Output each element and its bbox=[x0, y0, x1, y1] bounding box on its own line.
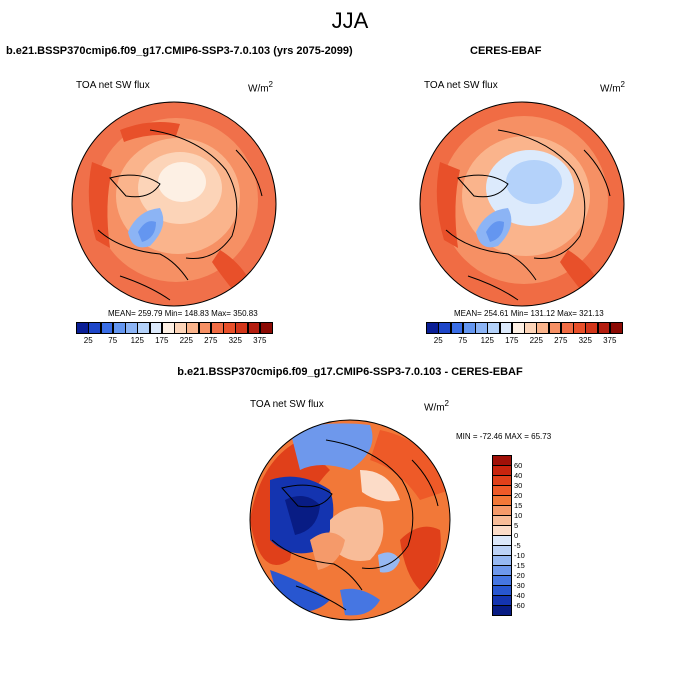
colorbar-tick-label: 60 bbox=[514, 460, 523, 470]
model-units-exp: 2 bbox=[268, 80, 273, 89]
colorbar-swatch bbox=[492, 505, 512, 516]
colorbar-swatch bbox=[492, 545, 512, 556]
figure-title: JJA bbox=[331, 8, 369, 33]
obs-colorbar bbox=[426, 322, 623, 334]
colorbar-swatch bbox=[609, 322, 623, 334]
colorbar-swatch bbox=[492, 515, 512, 526]
colorbar-tick-label: 375 bbox=[253, 336, 267, 345]
obs-units-base: W/m bbox=[600, 83, 621, 95]
model-colorbar bbox=[76, 322, 273, 334]
colorbar-swatch bbox=[492, 595, 512, 606]
colorbar-tick-label: 15 bbox=[514, 500, 523, 510]
colorbar-tick-label: 325 bbox=[578, 336, 592, 345]
colorbar-swatch bbox=[492, 565, 512, 576]
diff-units-base: W/m bbox=[424, 402, 445, 414]
colorbar-tick-label: -60 bbox=[514, 600, 525, 610]
colorbar-tick-label: 25 bbox=[83, 336, 93, 345]
colorbar-tick-label: -20 bbox=[514, 570, 525, 580]
colorbar-tick-label: 0 bbox=[514, 530, 519, 540]
diff-units-label: W/m2 bbox=[424, 399, 449, 413]
colorbar-swatch bbox=[259, 322, 273, 334]
colorbar-tick-label: 175 bbox=[505, 336, 519, 345]
model-stats: MEAN= 259.79 Min= 148.83 Max= 350.83 bbox=[108, 309, 258, 318]
model-panel-header: b.e21.BSSP370cmip6.f09_g17.CMIP6-SSP3-7.… bbox=[6, 45, 353, 57]
colorbar-tick-label: 275 bbox=[554, 336, 568, 345]
colorbar-swatch bbox=[492, 455, 512, 466]
model-units-base: W/m bbox=[248, 83, 269, 95]
diff-colorbar bbox=[492, 455, 512, 616]
diff-variable-label: TOA net SW flux bbox=[250, 399, 324, 410]
colorbar-swatch bbox=[492, 555, 512, 566]
colorbar-swatch bbox=[492, 585, 512, 596]
obs-variable-label: TOA net SW flux bbox=[424, 80, 498, 91]
colorbar-tick-label: 275 bbox=[204, 336, 218, 345]
colorbar-tick-label: -30 bbox=[514, 580, 525, 590]
obs-stats: MEAN= 254.61 Min= 131.12 Max= 321.13 bbox=[454, 309, 604, 318]
colorbar-tick-label: -10 bbox=[514, 550, 525, 560]
obs-units-exp: 2 bbox=[620, 80, 625, 89]
model-units-label: W/m2 bbox=[248, 80, 273, 94]
colorbar-swatch bbox=[492, 475, 512, 486]
diff-colorbar-labels: 60 40 30 20 15 10 5 0 -5 -10 -15 -20 -30 -40 -60 bbox=[514, 455, 554, 615]
colorbar-tick-label: 40 bbox=[514, 470, 523, 480]
colorbar-tick-label: -15 bbox=[514, 560, 525, 570]
diff-stats: MIN = -72.46 MAX = 65.73 bbox=[456, 432, 552, 441]
colorbar-tick-label: 75 bbox=[108, 336, 118, 345]
colorbar-tick-label: 75 bbox=[458, 336, 468, 345]
colorbar-tick-label: 125 bbox=[130, 336, 144, 345]
colorbar-tick-label: 325 bbox=[228, 336, 242, 345]
obs-panel-header: CERES-EBAF bbox=[470, 45, 542, 57]
colorbar-tick-label: 375 bbox=[603, 336, 617, 345]
colorbar-tick-label: 5 bbox=[514, 520, 519, 530]
model-variable-label: TOA net SW flux bbox=[76, 80, 150, 91]
obs-colorbar-labels: 25 75 125 175 225 275 325 375 bbox=[426, 336, 622, 346]
colorbar-tick-label: 20 bbox=[514, 490, 523, 500]
colorbar-swatch bbox=[492, 525, 512, 536]
colorbar-tick-label: -40 bbox=[514, 590, 525, 600]
colorbar-swatch bbox=[492, 485, 512, 496]
colorbar-tick-label: 175 bbox=[155, 336, 169, 345]
colorbar-tick-label: 25 bbox=[433, 336, 443, 345]
colorbar-tick-label: 225 bbox=[529, 336, 543, 345]
colorbar-tick-label: 30 bbox=[514, 480, 523, 490]
colorbar-swatch bbox=[492, 535, 512, 546]
model-colorbar-labels: 25 75 125 175 225 275 325 375 bbox=[76, 336, 272, 346]
colorbar-swatch bbox=[492, 605, 512, 616]
colorbar-tick-label: 125 bbox=[480, 336, 494, 345]
colorbar-tick-label: 225 bbox=[179, 336, 193, 345]
colorbar-tick-label: -5 bbox=[514, 540, 521, 550]
obs-units-label: W/m2 bbox=[600, 80, 625, 94]
colorbar-swatch bbox=[492, 495, 512, 506]
colorbar-swatch bbox=[492, 465, 512, 476]
diff-units-exp: 2 bbox=[444, 399, 449, 408]
colorbar-tick-label: 10 bbox=[514, 510, 523, 520]
diff-panel-header: b.e21.BSSP370cmip6.f09_g17.CMIP6-SSP3-7.… bbox=[177, 366, 523, 378]
colorbar-swatch bbox=[492, 575, 512, 586]
